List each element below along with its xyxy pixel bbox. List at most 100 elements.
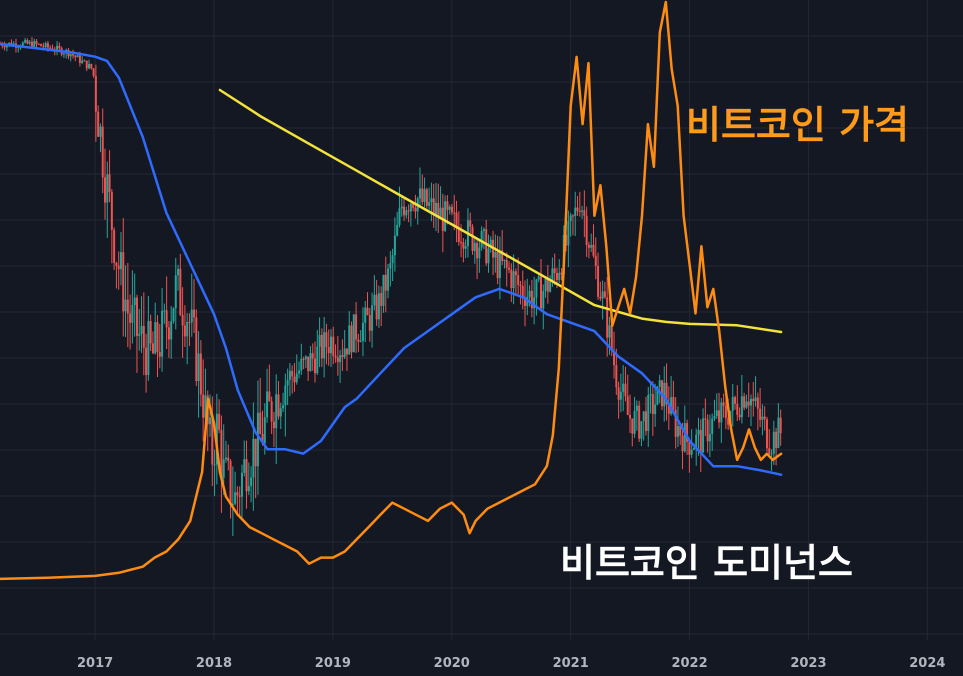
dominance-candle <box>250 477 253 486</box>
dominance-candle <box>626 396 629 415</box>
dominance-candle <box>101 126 104 178</box>
dominance-candle <box>549 281 552 292</box>
dominance-candle <box>629 414 632 419</box>
dominance-candle <box>69 54 72 57</box>
dominance-candle <box>268 391 271 402</box>
dominance-candle <box>453 212 456 214</box>
dominance-candle <box>592 244 595 256</box>
dominance-candle <box>158 352 161 357</box>
dominance-candle <box>640 421 643 439</box>
dominance-candle <box>462 242 465 249</box>
dominance-candle <box>263 417 266 444</box>
dominance-candle <box>165 310 168 328</box>
dominance-candle <box>510 269 513 289</box>
dominance-candle <box>222 459 225 478</box>
dominance-candle <box>699 430 702 453</box>
dominance-candle <box>480 231 483 248</box>
dominance-candle <box>503 259 506 261</box>
dominance-candle <box>209 417 212 425</box>
dominance-candle <box>218 413 221 430</box>
dominance-candle <box>777 417 780 449</box>
dominance-candle <box>373 294 376 306</box>
dominance-candle <box>389 263 392 269</box>
dominance-candle <box>727 418 730 425</box>
dominance-candle <box>320 334 323 359</box>
dominance-candle <box>131 305 134 323</box>
dominance-candle <box>419 188 422 199</box>
dominance-candle <box>688 441 691 455</box>
dominance-candle <box>224 457 227 460</box>
dominance-candle <box>384 274 387 291</box>
x-tick-label: 2018 <box>196 656 232 671</box>
dominance-candle <box>99 126 102 137</box>
dominance-candle <box>332 336 335 356</box>
dominance-candle <box>763 416 766 420</box>
dominance-candle <box>421 188 424 202</box>
dominance-candle <box>423 189 426 202</box>
dominance-candle <box>581 210 584 212</box>
dominance-candle <box>489 239 492 249</box>
dominance-candle <box>35 41 38 44</box>
dominance-candle <box>311 353 314 359</box>
dominance-candle <box>110 191 113 230</box>
dominance-candle <box>316 346 319 374</box>
dominance-candle <box>706 419 709 442</box>
dominance-candle <box>690 449 693 455</box>
dominance-candle <box>204 395 207 418</box>
dominance-candle <box>692 448 695 450</box>
dominance-candle <box>352 314 355 353</box>
dominance-candle <box>336 357 339 363</box>
dominance-candle <box>236 492 239 496</box>
dominance-candle <box>471 226 474 251</box>
x-tick-label: 2021 <box>553 656 589 671</box>
dominance-candle <box>161 310 164 357</box>
dominance-candle <box>670 397 673 414</box>
dominance-candle <box>106 174 109 203</box>
dominance-candle <box>286 379 289 386</box>
dominance-candle <box>97 111 100 137</box>
dominance-candle <box>624 383 627 397</box>
dominance-candle <box>738 414 741 418</box>
dominance-candle <box>715 410 718 416</box>
dominance-candle <box>302 358 305 360</box>
dominance-candle <box>149 321 152 344</box>
dominance-candle <box>377 293 380 320</box>
dominance-candle <box>647 395 650 431</box>
dominance-candle <box>238 495 241 497</box>
dominance-candle <box>590 244 593 248</box>
dominance-candle <box>610 325 613 351</box>
dominance-candle <box>400 206 403 209</box>
dominance-candle <box>437 202 440 217</box>
dominance-candle <box>656 386 659 405</box>
x-tick-label: 2020 <box>434 656 470 671</box>
dominance-candle <box>672 397 675 410</box>
dominance-candle <box>494 251 497 258</box>
dominance-candle <box>49 47 52 49</box>
dominance-candle <box>695 434 698 449</box>
dominance-candle <box>90 63 93 69</box>
dominance-candle <box>743 396 746 408</box>
dominance-candle <box>512 271 515 289</box>
dominance-candle <box>658 380 661 387</box>
annotation-dominance: 비트코인 도미넌스 <box>560 541 853 585</box>
dominance-candle <box>619 391 622 400</box>
dominance-candle <box>654 404 657 415</box>
dominance-candle <box>496 251 499 279</box>
dominance-candle <box>151 343 154 354</box>
dominance-candle <box>334 355 337 358</box>
dominance-candle <box>33 41 36 48</box>
dominance-candle <box>476 242 479 259</box>
dominance-candle <box>295 373 298 383</box>
dominance-candle <box>432 198 435 216</box>
dominance-candle <box>642 411 645 422</box>
dominance-candle <box>686 423 689 442</box>
dominance-candle <box>663 382 666 407</box>
dominance-candle <box>754 397 757 402</box>
dominance-candle <box>21 42 24 47</box>
dominance-candle <box>391 255 394 264</box>
dominance-candle <box>546 278 549 292</box>
dominance-candle <box>366 307 369 316</box>
dominance-candle <box>679 425 682 436</box>
